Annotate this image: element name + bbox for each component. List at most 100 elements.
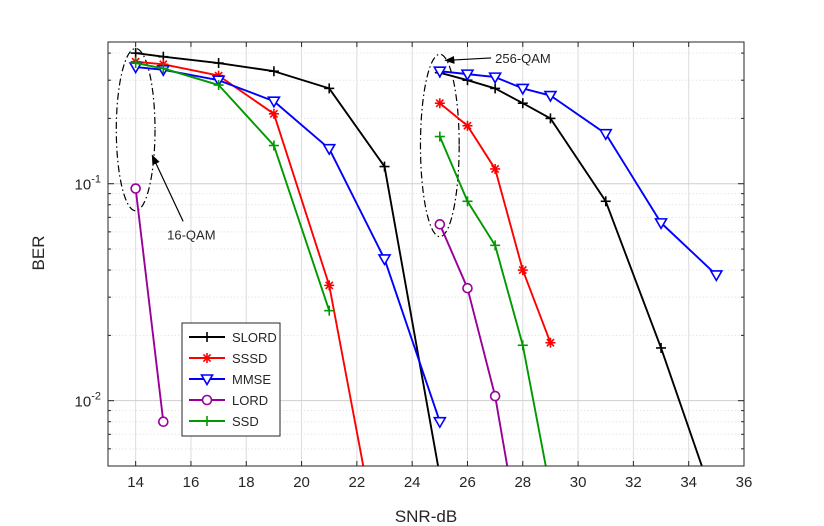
series-line (135, 52, 440, 466)
data-point (267, 96, 281, 109)
data-point (490, 240, 501, 251)
ellipse-256-qam (419, 53, 460, 238)
legend-item-ssd: SSD (189, 414, 259, 429)
series-slord-256-qam (434, 67, 703, 466)
series-lord-256-qam (434, 219, 509, 466)
legend-label: SSSD (232, 351, 267, 366)
x-tick-label: 20 (293, 474, 310, 491)
y-tick-label: 10-2 (75, 391, 101, 411)
data-point (600, 196, 611, 207)
data-point (322, 143, 337, 156)
data-point (268, 66, 279, 77)
series-line (135, 66, 441, 423)
y-axis-label: BER (29, 236, 48, 271)
series-line (439, 102, 552, 344)
legend-item-slord: SLORD (189, 330, 277, 345)
ellipse-16-qam (115, 47, 156, 212)
legend-marker (201, 394, 213, 406)
series-ssd-16-qam (130, 58, 335, 316)
data-point (158, 416, 169, 428)
series-slord-16-qam (130, 48, 440, 466)
data-point (654, 218, 668, 230)
x-tick-label: 36 (736, 474, 753, 491)
axes-box (107, 41, 745, 467)
data-point (213, 80, 224, 91)
data-point (268, 140, 279, 151)
data-point (515, 83, 530, 96)
data-point (324, 280, 335, 291)
data-point (434, 98, 445, 109)
x-tick-label: 22 (349, 474, 366, 491)
series-line (439, 70, 717, 276)
legend-marker (202, 416, 212, 426)
data-point (379, 161, 390, 172)
data-point (432, 66, 447, 79)
annotation-16-qam: 16-QAM (151, 154, 216, 242)
group-ellipses (115, 47, 460, 238)
data-point (213, 58, 224, 69)
legend-label: SLORD (232, 330, 277, 345)
x-tick-label: 18 (238, 474, 255, 491)
annotation-label: 16-QAM (167, 227, 215, 242)
x-axis-label: SNR-dB (395, 507, 457, 526)
ticks: 14 16 18 20 22 24 26 28 30 32 34 36 10-1 10-2 (75, 42, 753, 491)
series-layer (128, 48, 724, 466)
data-point (460, 69, 475, 82)
data-point (462, 196, 473, 207)
series-sssd-256-qam (434, 98, 556, 348)
series-line (439, 71, 703, 466)
legend-marker (200, 374, 214, 387)
data-point (545, 337, 556, 348)
data-point (517, 98, 528, 109)
series-line (134, 188, 165, 422)
x-tick-label: 30 (570, 474, 587, 491)
legend-label: LORD (232, 393, 268, 408)
data-point (543, 90, 558, 103)
data-point (490, 83, 501, 94)
series-line (438, 136, 547, 466)
data-point (432, 416, 447, 429)
data-point (488, 72, 503, 85)
annotations: 16-QAM 256-QAM (151, 51, 551, 242)
data-point (545, 113, 556, 124)
annotation-256-qam: 256-QAM (444, 51, 551, 66)
data-point (130, 58, 141, 69)
data-point (517, 340, 528, 351)
series-line (135, 62, 331, 311)
data-point (490, 163, 501, 174)
data-point (324, 83, 335, 94)
y-tick-label: 10-1 (75, 174, 101, 194)
data-point (598, 128, 613, 141)
data-point (130, 183, 141, 194)
x-tick-label: 28 (514, 474, 531, 491)
x-tick-label: 24 (404, 474, 421, 491)
annotation-arrow (444, 55, 492, 64)
legend-item-lord: LORD (189, 393, 268, 408)
data-point (709, 270, 724, 282)
data-point (462, 282, 473, 294)
series-ssd-256-qam (434, 131, 547, 466)
data-point (462, 120, 473, 131)
x-tick-label: 14 (127, 474, 144, 491)
data-point (489, 390, 501, 402)
series-line (438, 223, 509, 466)
legend-label: SSD (232, 414, 259, 429)
series-lord-16-qam (130, 183, 169, 428)
x-tick-label: 16 (183, 474, 200, 491)
legend-item-mmse: MMSE (189, 372, 271, 387)
x-tick-label: 32 (625, 474, 642, 491)
data-point (517, 265, 528, 276)
legend-marker (202, 332, 212, 342)
annotation-arrow (151, 154, 184, 222)
legend: SLORD SSSD MMSE LORD SSD (181, 322, 281, 437)
legend-marker (202, 353, 212, 363)
x-tick-label: 34 (680, 474, 697, 491)
data-point (434, 131, 445, 142)
data-point (268, 108, 279, 119)
data-point (656, 342, 667, 353)
data-point (324, 305, 335, 316)
annotation-label: 256-QAM (495, 51, 551, 66)
series-mmse-256-qam (432, 66, 724, 282)
legend-item-sssd: SSSD (189, 351, 267, 366)
